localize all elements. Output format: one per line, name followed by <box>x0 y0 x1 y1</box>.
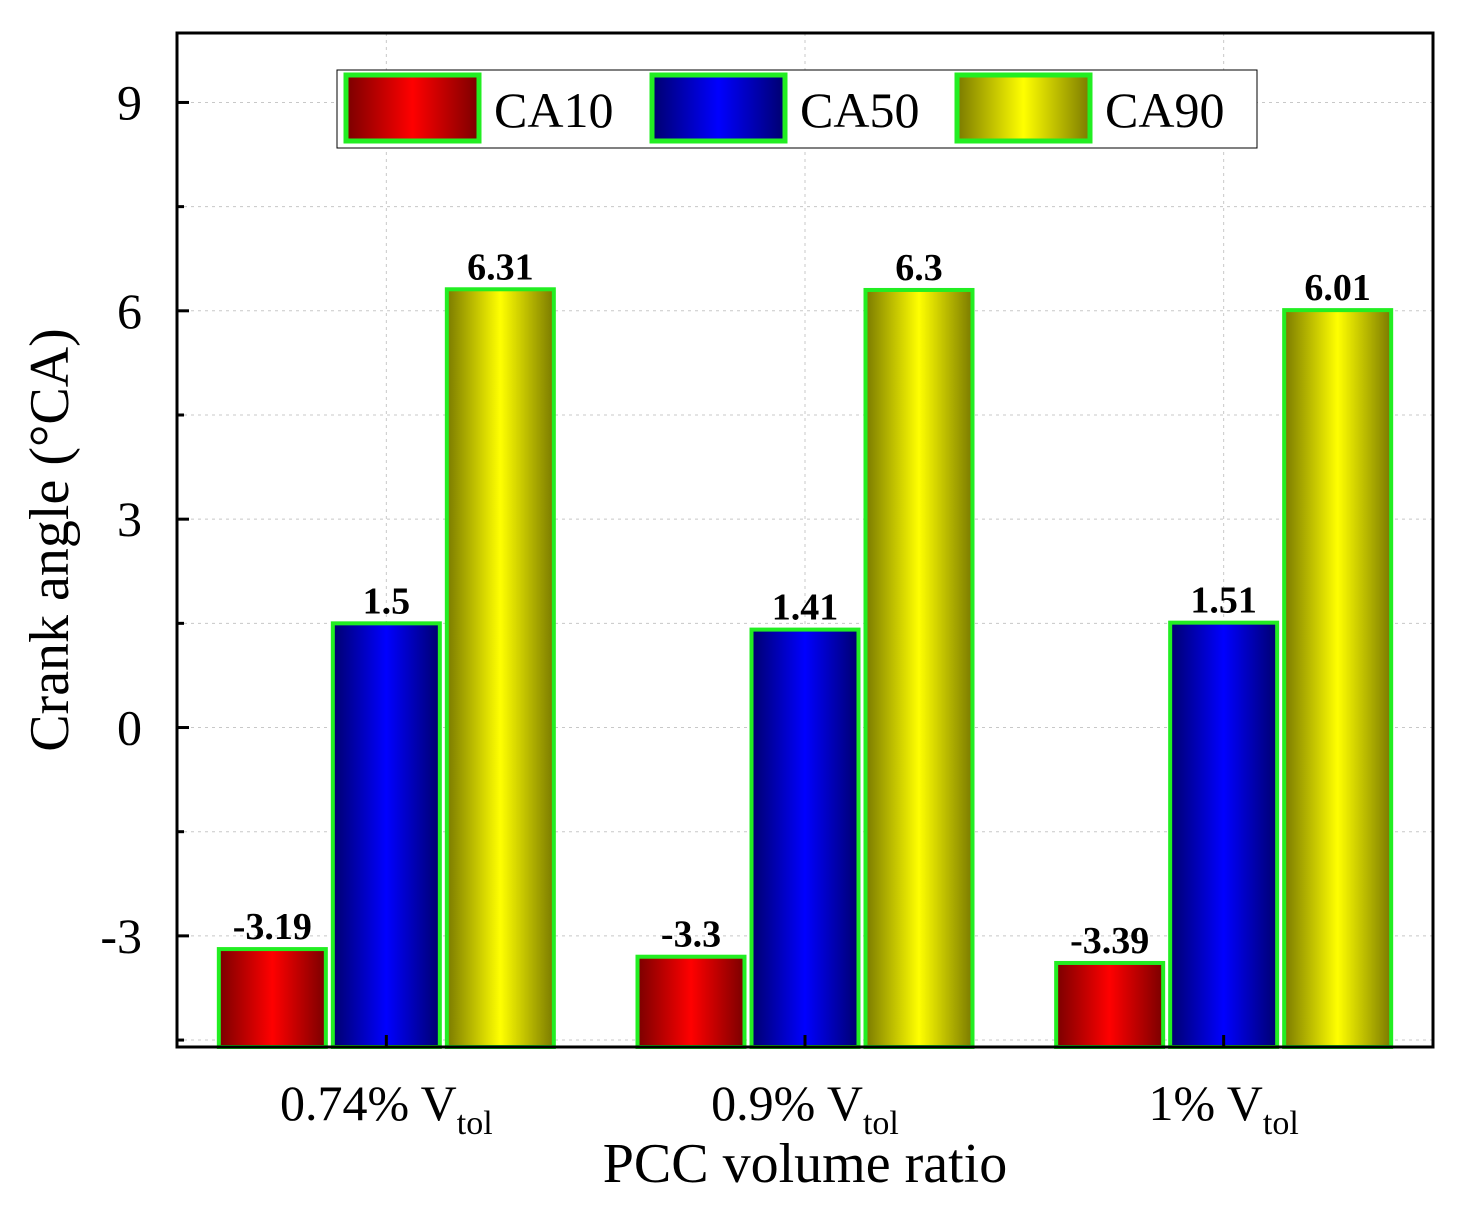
value-label: -3.39 <box>1070 920 1149 962</box>
x-tick-label: 1% Vtol <box>1149 1075 1299 1142</box>
x-axis-title: PCC volume ratio <box>603 1133 1007 1195</box>
x-tick-label: 0.9% Vtol <box>711 1075 899 1142</box>
legend: CA10 CA50 CA90 <box>336 69 1258 149</box>
value-label: 6.01 <box>1304 267 1371 309</box>
value-labels: -3.19 1.5 6.31 -3.3 1.41 6.3 -3.39 1.51 6.01 <box>233 246 1371 962</box>
y-tick-label: 0 <box>117 700 142 756</box>
value-label: 6.3 <box>895 247 943 289</box>
legend-swatch-ca10 <box>343 72 482 144</box>
bar-ca90-2 <box>1282 308 1394 1049</box>
bar-ca90-0 <box>444 287 556 1049</box>
bar-ca90-1 <box>863 287 975 1049</box>
bar-ca50-1 <box>749 627 861 1049</box>
bar-ca10-0 <box>216 947 328 1050</box>
bars <box>216 287 1394 1050</box>
legend-label-ca10: CA10 <box>494 82 613 138</box>
legend-label-ca50: CA50 <box>800 82 919 138</box>
bar-ca10-2 <box>1054 960 1166 1049</box>
legend-label-ca90: CA90 <box>1105 82 1224 138</box>
x-axis: 0.74% Vtol 0.9% Vtol 1% Vtol <box>280 1035 1299 1142</box>
grid <box>177 33 1433 1047</box>
y-tick-label: 9 <box>117 74 142 130</box>
bar-ca10-1 <box>635 954 747 1050</box>
y-tick-label: 6 <box>117 283 142 339</box>
y-axis-title: Crank angle (°CA) <box>19 328 81 752</box>
legend-swatch-ca90 <box>954 72 1093 144</box>
x-tick-label: 0.74% Vtol <box>280 1075 493 1142</box>
bar-ca50-2 <box>1168 620 1280 1049</box>
value-label: 6.31 <box>467 246 534 288</box>
value-label: 1.51 <box>1190 580 1257 622</box>
y-tick-label: 3 <box>117 491 142 547</box>
y-tick-label: -3 <box>100 908 142 964</box>
bar-ca50-0 <box>330 621 442 1049</box>
value-label: 1.5 <box>363 580 411 622</box>
value-label: -3.19 <box>233 906 312 948</box>
legend-swatch-ca50 <box>649 72 788 144</box>
value-label: 1.41 <box>772 587 839 629</box>
legend-box <box>336 69 1258 149</box>
value-label: -3.3 <box>661 914 721 956</box>
y-axis: -3 0 3 6 9 <box>100 74 189 1042</box>
